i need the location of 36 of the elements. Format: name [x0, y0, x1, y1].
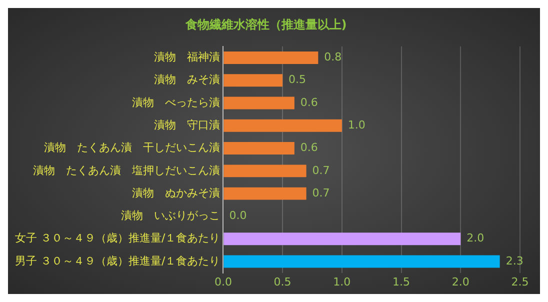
data-label: 2.3	[506, 254, 524, 268]
data-label: 1.0	[348, 118, 366, 132]
y-tick-label: 漬物 みそ漬	[154, 73, 220, 86]
data-label: 0.6	[300, 96, 318, 109]
y-tick-label: 漬物 たくあん漬 干しだいこん漬	[44, 141, 220, 154]
data-label: 0.6	[300, 141, 318, 154]
data-label: 0.5	[288, 73, 306, 86]
y-tick-label: 漬物 守口漬	[154, 118, 220, 132]
bar	[224, 255, 500, 268]
y-tick-label: 漬物 福神漬	[154, 50, 220, 64]
bar	[224, 164, 306, 178]
y-tick-label: 女子 ３０～４９（歳）推進量/１食あたり	[15, 232, 220, 245]
data-label: 0.8	[324, 50, 342, 64]
data-label: 2.0	[466, 232, 484, 245]
chart-title: 食物繊維水溶性（推進量以上)	[184, 17, 347, 32]
x-tick-label: 2.5	[511, 275, 529, 288]
y-tick-label: 男子 ３０～４９（歳）推進量/１食あたり	[15, 254, 220, 268]
bar	[224, 232, 461, 246]
x-tick-label: 0.5	[274, 275, 292, 288]
y-tick-label: 漬物 ぬかみそ漬	[132, 186, 220, 200]
x-tick-label: 1.0	[333, 275, 351, 288]
y-tick-label: 漬物 いぶりがっこ	[121, 209, 220, 222]
y-tick-label: 漬物 たくあん漬 塩押しだいこん漬	[33, 164, 220, 177]
bar	[224, 142, 294, 155]
data-label: 0.7	[312, 164, 330, 177]
data-label: 0.0	[229, 209, 247, 222]
bar	[224, 51, 318, 64]
bar	[224, 74, 283, 87]
y-tick-label: 漬物 べったら漬	[132, 96, 220, 109]
data-label: 0.7	[312, 186, 330, 200]
x-tick-label: 2.0	[452, 275, 470, 288]
x-tick-label: 0.0	[214, 275, 232, 288]
bar	[224, 119, 342, 132]
bar	[224, 96, 294, 110]
x-tick-label: 1.5	[392, 275, 410, 288]
bar	[224, 187, 306, 200]
